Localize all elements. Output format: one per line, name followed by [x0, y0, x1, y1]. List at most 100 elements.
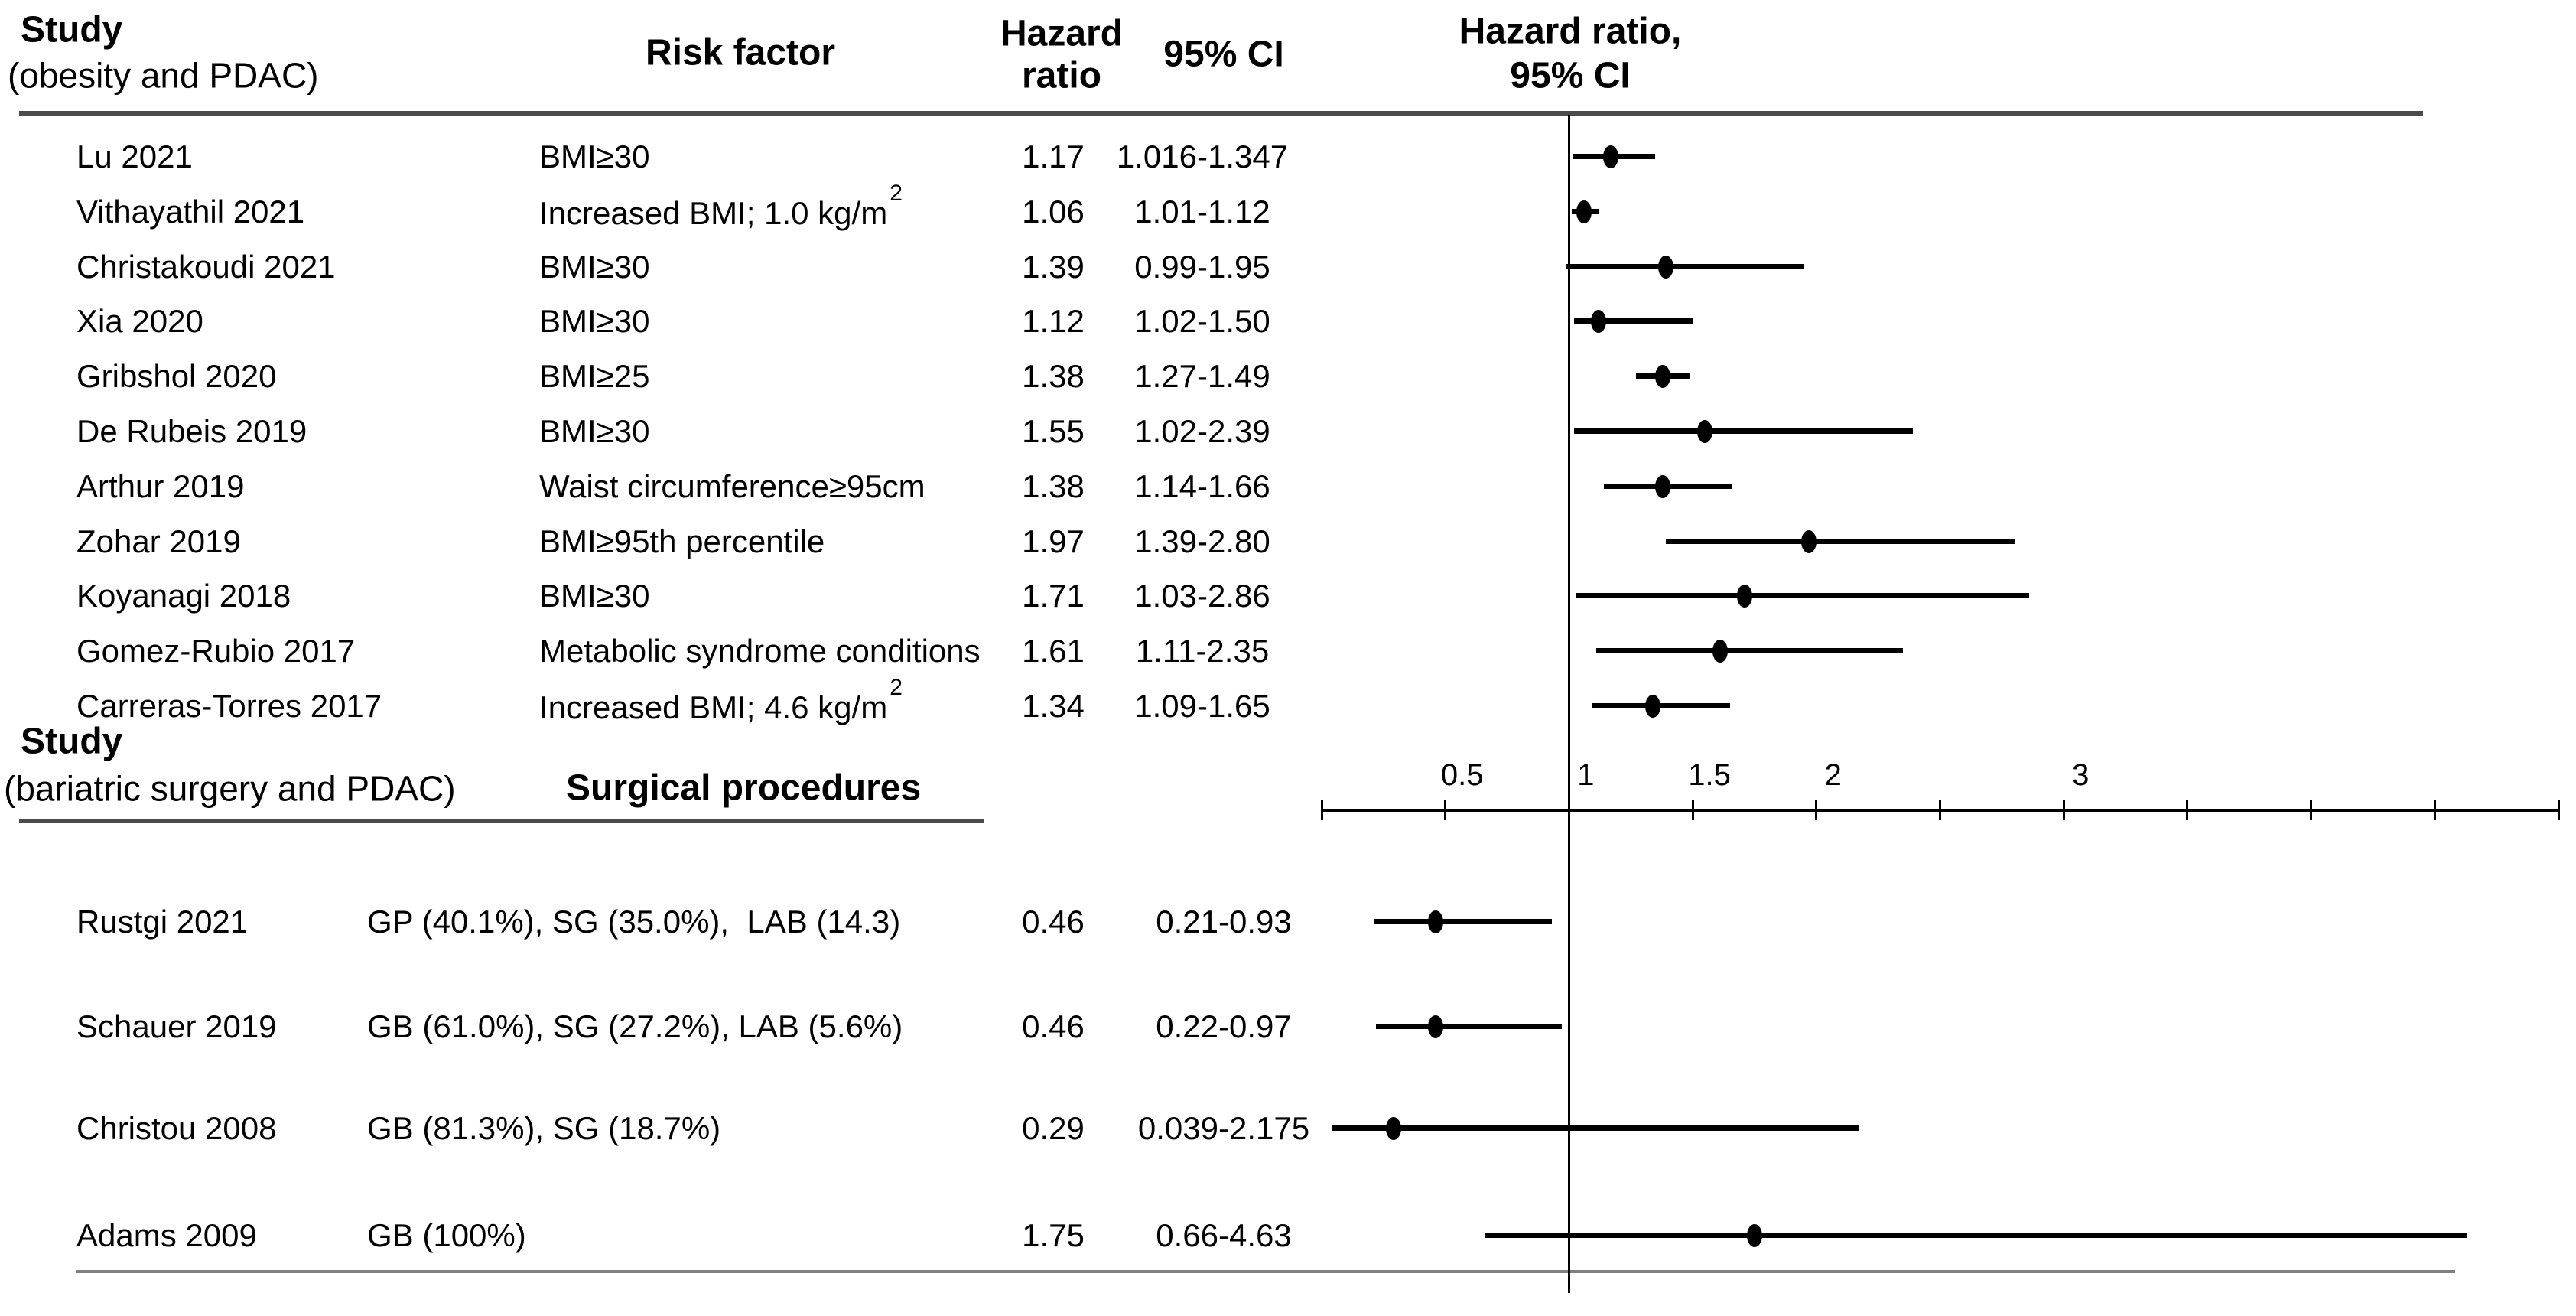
- axis-tick: [2310, 800, 2313, 820]
- ci-line: [1573, 428, 1913, 434]
- risk-factor: Increased BMI; 1.0 kg/m2: [539, 180, 903, 231]
- ci-line: [1566, 263, 1804, 269]
- hazard-ratio-value: 1.55: [1022, 412, 1085, 449]
- ci-value: 0.039-2.175: [1137, 1109, 1310, 1146]
- risk-factor: BMI≥25: [539, 358, 650, 395]
- ci-value: 1.016-1.347: [1116, 138, 1289, 174]
- ci-value: 1.27-1.49: [1134, 358, 1270, 395]
- ci-value: 1.11-2.35: [1135, 633, 1270, 669]
- risk-factor: BMI≥30: [539, 248, 650, 285]
- axis-tick-label: 0.5: [1440, 758, 1484, 792]
- risk-factor: Increased BMI; 4.6 kg/m2: [539, 674, 903, 725]
- ci-value: 1.39-2.80: [1134, 523, 1270, 559]
- study-name: Christou 2008: [76, 1109, 277, 1146]
- hazard-ratio-value: 1.97: [1022, 523, 1085, 559]
- hr-marker: [1801, 529, 1817, 553]
- risk-factor: BMI≥30: [539, 578, 650, 614]
- study-name: Adams 2009: [76, 1217, 257, 1253]
- hazard-ratio-value: 1.71: [1022, 578, 1085, 614]
- hr-marker: [1576, 200, 1592, 223]
- hr-marker: [1385, 1117, 1401, 1140]
- plot-header-line1: Hazard ratio,: [1459, 11, 1682, 52]
- section2-header-procedures: Surgical procedures: [566, 767, 922, 809]
- col-header-ci: 95% CI: [1163, 34, 1284, 75]
- hazard-ratio-value: 1.39: [1022, 248, 1085, 285]
- ci-value: 1.03-2.86: [1134, 578, 1270, 614]
- section2-header-study: Study: [21, 721, 123, 762]
- axis-tick: [1939, 800, 1941, 820]
- ci-value: 1.01-1.12: [1134, 193, 1270, 230]
- ci-line: [1576, 593, 2029, 599]
- risk-factor: BMI≥30: [539, 138, 650, 174]
- hazard-ratio-value: 0.29: [1022, 1109, 1085, 1146]
- hazard-ratio-value: 1.06: [1022, 193, 1085, 230]
- ci-value: 1.02-1.50: [1134, 303, 1270, 340]
- study-name: Rustgi 2021: [76, 903, 249, 940]
- hazard-ratio-value: 0.46: [1022, 903, 1085, 940]
- risk-factor: BMI≥95th percentile: [539, 523, 825, 559]
- axis-tick: [2062, 800, 2065, 820]
- hazard-ratio-value: 1.75: [1022, 1217, 1085, 1253]
- section2-header-study-sub: (bariatric surgery and PDAC): [4, 768, 456, 809]
- reference-line: [1567, 115, 1570, 1293]
- ci-value: 0.66-4.63: [1156, 1217, 1292, 1253]
- hr-marker: [1655, 365, 1671, 389]
- ci-line: [1485, 1233, 2467, 1238]
- ci-value: 0.21-0.93: [1156, 903, 1292, 940]
- ci-value: 1.09-1.65: [1134, 687, 1270, 724]
- hr-marker: [1645, 695, 1661, 718]
- axis-tick: [2186, 800, 2189, 820]
- axis-tick: [1691, 800, 1694, 820]
- hr-marker: [1657, 255, 1673, 279]
- surgical-procedures: GB (81.3%), SG (18.7%): [367, 1109, 721, 1146]
- hazard-ratio-value: 1.38: [1022, 467, 1085, 504]
- study-name: Gomez-Rubio 2017: [76, 633, 356, 669]
- ci-line: [1595, 648, 1903, 654]
- superscript: 2: [890, 180, 903, 206]
- col-header-hazard-line1: Hazard: [1000, 13, 1124, 54]
- risk-factor: BMI≥30: [539, 303, 650, 340]
- axis-tick-label: 1.5: [1688, 758, 1731, 792]
- header-rule: [19, 111, 2423, 116]
- axis-tick-label: 1: [1577, 758, 1595, 792]
- surgical-procedures: GP (40.1%), SG (35.0%), LAB (14.3): [367, 903, 901, 940]
- ci-value: 1.02-2.39: [1134, 412, 1270, 449]
- ci-line: [1376, 1024, 1562, 1029]
- hazard-ratio-value: 1.12: [1022, 303, 1085, 340]
- study-name: De Rubeis 2019: [76, 412, 307, 449]
- axis-tick: [2433, 800, 2436, 820]
- superscript: 2: [890, 674, 903, 700]
- study-name: Carreras-Torres 2017: [76, 687, 382, 724]
- hr-marker: [1591, 310, 1607, 334]
- ci-line: [1665, 538, 2015, 544]
- hr-marker: [1427, 910, 1443, 933]
- hazard-ratio-value: 1.34: [1022, 687, 1085, 724]
- axis-tick: [1815, 800, 1818, 820]
- study-name: Koyanagi 2018: [76, 578, 291, 614]
- ci-line: [1573, 318, 1693, 324]
- hazard-ratio-value: 1.61: [1022, 633, 1085, 669]
- hazard-ratio-value: 0.46: [1022, 1008, 1085, 1044]
- axis-tick-label: 2: [1824, 758, 1842, 792]
- plot-header-line2: 95% CI: [1510, 55, 1631, 96]
- hr-marker: [1427, 1015, 1443, 1038]
- ci-value: 0.99-1.95: [1134, 248, 1270, 285]
- hazard-ratio-value: 1.17: [1022, 138, 1085, 174]
- hr-marker: [1697, 420, 1713, 443]
- study-name: Zohar 2019: [76, 523, 241, 559]
- ci-line: [1591, 703, 1730, 708]
- surgical-procedures: GB (61.0%), SG (27.2%), LAB (5.6%): [367, 1008, 903, 1044]
- hr-marker: [1603, 145, 1619, 168]
- study-name: Schauer 2019: [76, 1008, 277, 1044]
- hazard-ratio-value: 1.38: [1022, 358, 1085, 395]
- col-header-hazard-line2: ratio: [1021, 55, 1102, 96]
- axis-tick: [2557, 800, 2560, 820]
- study-name: Vithayathil 2021: [76, 193, 305, 230]
- ci-value: 1.14-1.66: [1134, 467, 1270, 504]
- study-name: Lu 2021: [76, 138, 193, 174]
- study-name: Gribshol 2020: [76, 358, 277, 395]
- risk-factor: Waist circumference≥95cm: [539, 467, 925, 504]
- hr-marker: [1737, 585, 1752, 608]
- col-header-study: Study: [21, 9, 123, 50]
- hr-marker: [1712, 640, 1728, 663]
